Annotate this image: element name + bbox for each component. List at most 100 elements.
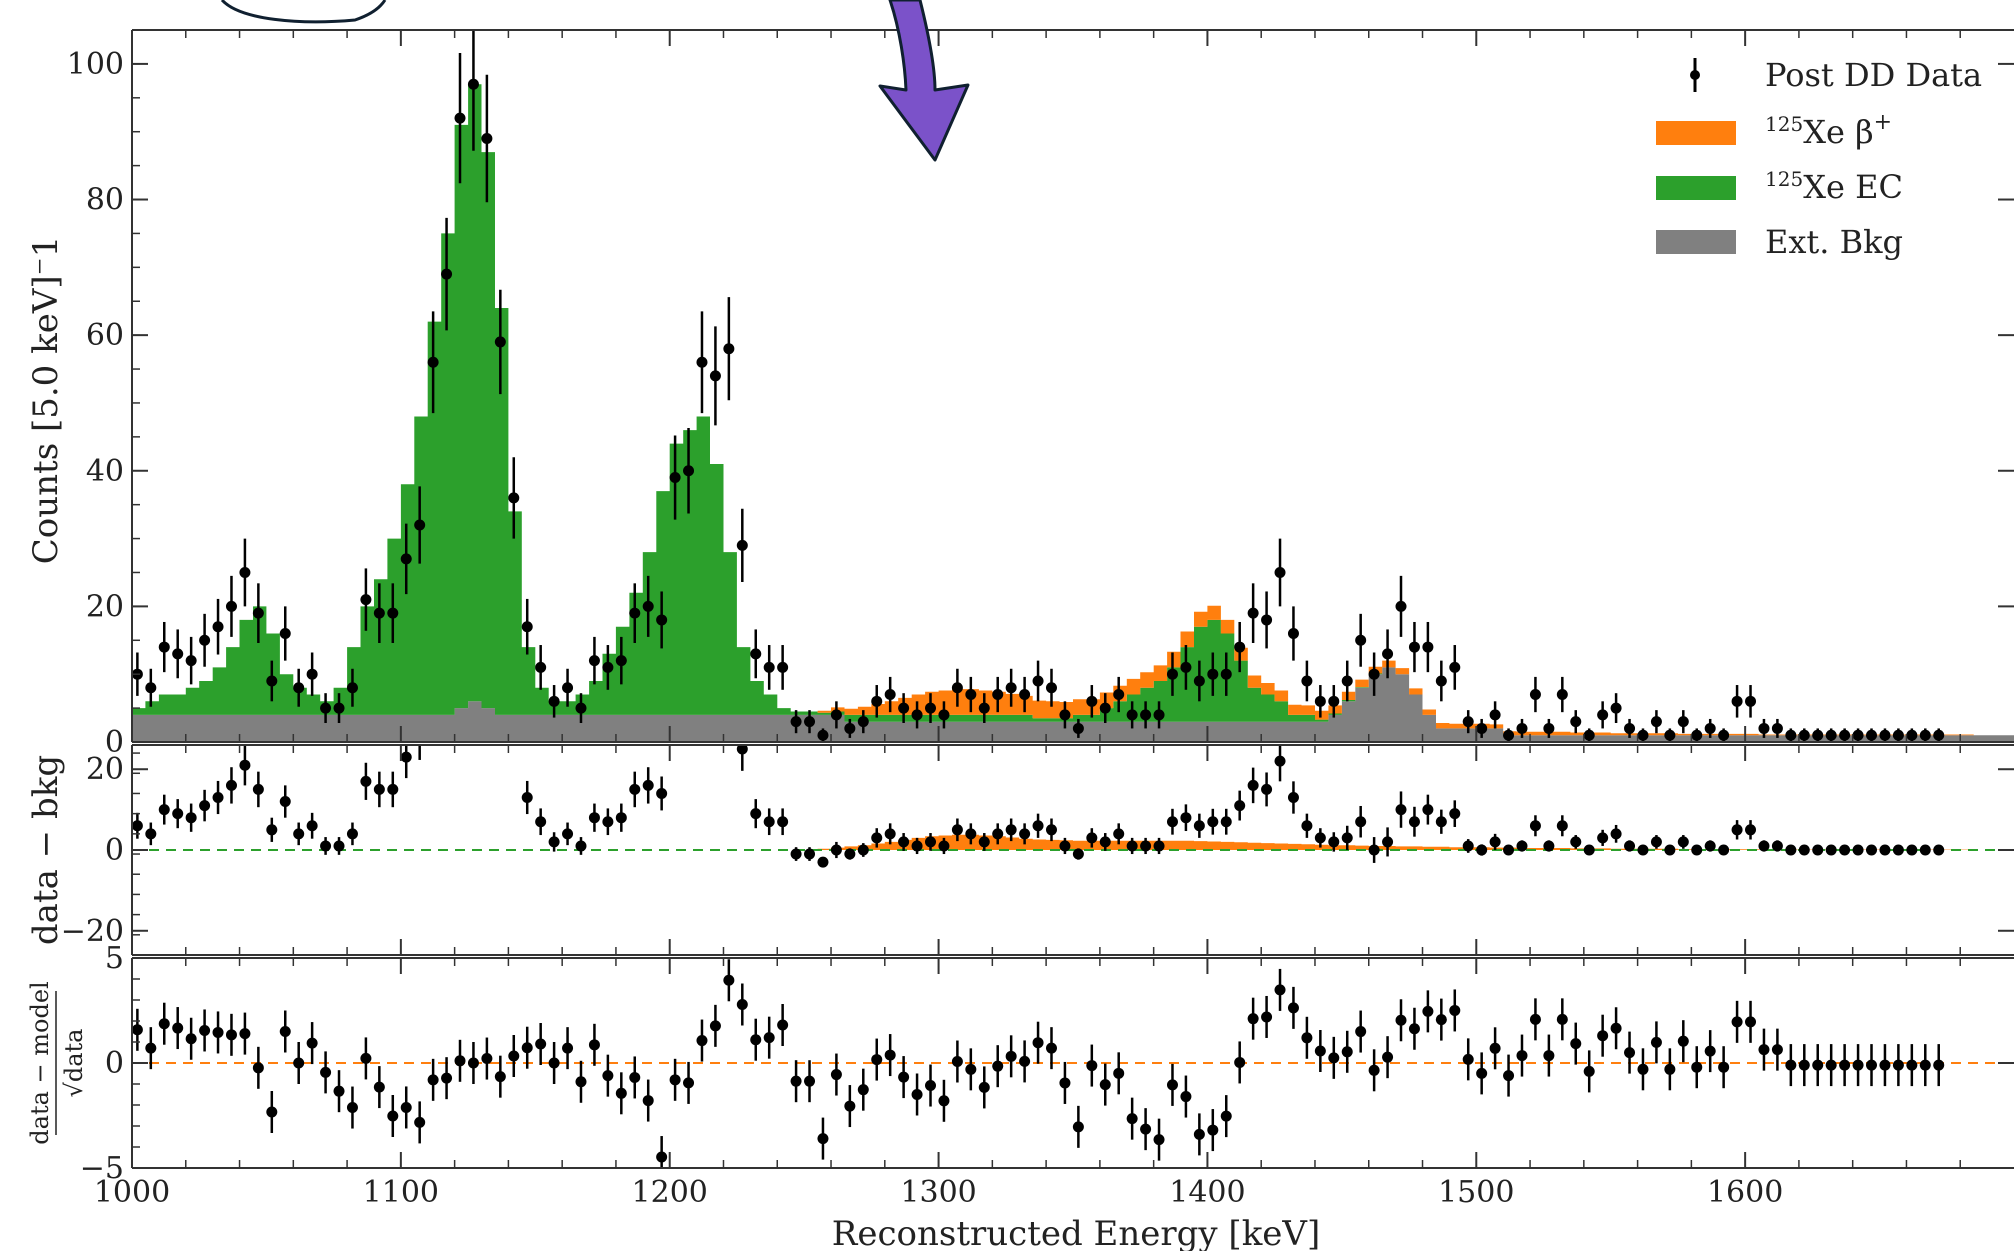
residual-bkg-point-marker bbox=[1798, 844, 1810, 856]
residual-bkg-point-marker bbox=[1207, 816, 1219, 828]
data-point-marker bbox=[1543, 722, 1555, 734]
residual-model-point-marker bbox=[1328, 1052, 1340, 1064]
residual-model-point-marker bbox=[1140, 1123, 1152, 1135]
data-point-marker bbox=[320, 702, 332, 714]
residual-model-point-marker bbox=[1099, 1079, 1111, 1091]
data-point-marker bbox=[1247, 607, 1259, 619]
data-point-marker bbox=[400, 553, 412, 565]
residual-bkg-point-marker bbox=[1314, 832, 1326, 844]
residual-bkg-point-marker bbox=[938, 840, 950, 852]
residual-model-point-marker bbox=[400, 1101, 412, 1113]
residual-bkg-point-marker bbox=[1677, 836, 1689, 848]
residual-model-point-marker bbox=[1247, 1013, 1259, 1025]
data-point-marker bbox=[212, 621, 224, 633]
residual-model-point-marker bbox=[1906, 1059, 1918, 1071]
data-point-marker bbox=[1072, 722, 1084, 734]
data-point-marker bbox=[1489, 709, 1501, 721]
main-y-tick-label: 60 bbox=[86, 318, 124, 353]
residual-model-point-marker bbox=[898, 1071, 910, 1083]
residual-model-point-marker bbox=[1839, 1059, 1851, 1071]
data-point-marker bbox=[884, 689, 896, 701]
residual-bkg-point-marker bbox=[1328, 836, 1340, 848]
residual-model-ylabel-numerator: data − model bbox=[26, 981, 54, 1144]
residual-model-y-tick-label: 0 bbox=[105, 1046, 124, 1081]
residual-bkg-point-marker bbox=[387, 783, 399, 795]
data-point-marker bbox=[683, 465, 695, 477]
main-axes: 0 20 40 60 80 100 bbox=[67, 29, 2014, 760]
residual-bkg-point-marker bbox=[884, 828, 896, 840]
residual-model-point-marker bbox=[1072, 1121, 1084, 1133]
residual-model-point-marker bbox=[1408, 1023, 1420, 1035]
main-y-tick-label: 80 bbox=[86, 183, 124, 218]
residual-bkg-point-marker bbox=[615, 812, 627, 824]
data-point-marker bbox=[1825, 729, 1837, 741]
legend-beta-plus-name: Xe β bbox=[1803, 113, 1873, 151]
residual-bkg-point-marker bbox=[1032, 820, 1044, 832]
data-point-marker bbox=[1610, 702, 1622, 714]
data-point-marker bbox=[1624, 722, 1636, 734]
residual-model-point-marker bbox=[535, 1038, 547, 1050]
data-point-marker bbox=[1785, 729, 1797, 741]
residual-model-point-marker bbox=[427, 1074, 439, 1086]
residual-bkg-point-marker bbox=[1892, 844, 1904, 856]
residual-model-point-marker bbox=[1314, 1045, 1326, 1057]
residual-bkg-point-marker bbox=[360, 775, 372, 787]
residual-model-point-marker bbox=[1852, 1059, 1864, 1071]
residual-model-ylabel-denominator: √data bbox=[60, 1029, 88, 1098]
residual-model-point-marker bbox=[1745, 1016, 1757, 1028]
data-point-marker bbox=[1449, 661, 1461, 673]
x-tick-label: 1100 bbox=[363, 1175, 439, 1210]
residual-model-point-marker bbox=[279, 1026, 291, 1037]
residual-bkg-point-marker bbox=[225, 779, 237, 791]
data-point-marker bbox=[1677, 716, 1689, 728]
residual-bkg-point-marker bbox=[1180, 812, 1192, 824]
legend-ext-bkg-label: Ext. Bkg bbox=[1765, 223, 1903, 261]
residual-bkg-point-marker bbox=[1140, 840, 1152, 852]
residual-bkg-point-marker bbox=[911, 840, 923, 852]
main-y-tick-label: 100 bbox=[67, 47, 124, 82]
residual-model-point-marker bbox=[588, 1039, 600, 1051]
legend-ec-name: Xe EC bbox=[1803, 168, 1903, 206]
x-tick-label: 1300 bbox=[900, 1175, 976, 1210]
x-tick-label: 1000 bbox=[94, 1175, 170, 1210]
main-panel: 0 20 40 60 80 100 bbox=[67, 29, 2014, 760]
residual-model-panel: −5 0 5 bbox=[80, 941, 2014, 1186]
residual-model-point-marker bbox=[1193, 1128, 1205, 1140]
data-point-marker bbox=[1408, 641, 1420, 653]
data-point-marker bbox=[1771, 722, 1783, 734]
residual-model-point-marker bbox=[481, 1053, 493, 1065]
data-point-marker bbox=[1274, 566, 1286, 578]
residual-bkg-point-marker bbox=[1099, 836, 1111, 848]
residual-model-point-marker bbox=[938, 1095, 950, 1107]
residual-model-point-marker bbox=[508, 1050, 520, 1062]
data-point-marker bbox=[696, 356, 708, 368]
ec-area bbox=[132, 84, 2014, 736]
residual-bkg-beta-band bbox=[132, 834, 2014, 850]
residual-model-point-marker bbox=[629, 1071, 641, 1083]
residual-model-point-marker bbox=[696, 1035, 708, 1047]
residual-model-point-marker bbox=[1005, 1050, 1017, 1062]
residual-model-point-marker bbox=[212, 1026, 224, 1038]
residual-bkg-point-marker bbox=[1193, 820, 1205, 832]
residual-model-point-marker bbox=[158, 1018, 170, 1030]
residual-model-point-marker bbox=[723, 974, 735, 986]
data-point-marker bbox=[1650, 716, 1662, 728]
ext-bkg-histogram bbox=[132, 667, 2014, 742]
residual-bkg-point-marker bbox=[1637, 844, 1649, 856]
data-point-marker bbox=[1059, 709, 1071, 721]
residual-bkg-point-marker bbox=[1019, 828, 1031, 840]
residual-model-point-marker bbox=[1785, 1059, 1797, 1071]
residual-bkg-panel: −20 0 20 bbox=[61, 744, 2014, 956]
data-point-marker bbox=[1503, 729, 1515, 741]
x-axis-title: Reconstructed Energy [keV] bbox=[832, 1214, 1320, 1251]
legend: Post DD Data 125Xe β+ 125Xe EC Ext. Bkg bbox=[1656, 56, 1982, 261]
legend-data-marker bbox=[1690, 70, 1700, 80]
x-tick-label: 1400 bbox=[1169, 1175, 1245, 1210]
residual-model-point-marker bbox=[1261, 1011, 1273, 1023]
data-point-marker bbox=[441, 268, 453, 280]
data-point-marker bbox=[467, 78, 479, 90]
residual-model-point-marker bbox=[1691, 1061, 1703, 1073]
data-point-marker bbox=[293, 682, 305, 694]
residual-bkg-point-marker bbox=[1597, 832, 1609, 844]
